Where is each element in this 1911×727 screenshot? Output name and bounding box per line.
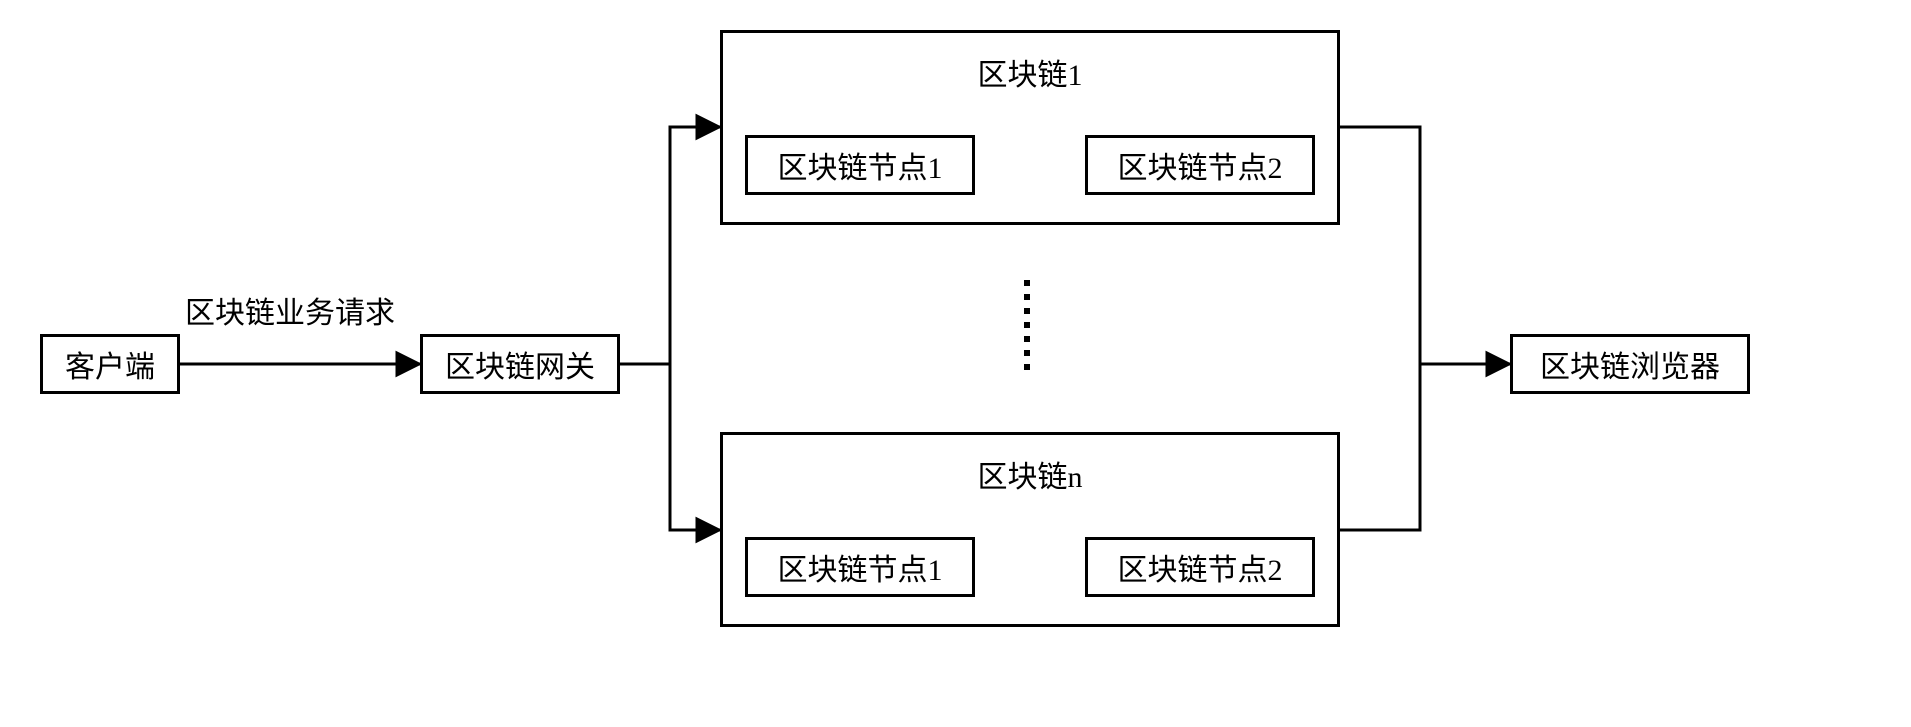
chain-n-node2-label: 区块链节点2 xyxy=(1118,545,1283,589)
request-edge-label: 区块链业务请求 xyxy=(185,288,395,332)
chain-n-node1-label: 区块链节点1 xyxy=(778,545,943,589)
gateway-label: 区块链网关 xyxy=(445,342,595,386)
chain1-node2-label: 区块链节点2 xyxy=(1118,143,1283,187)
client-label: 客户端 xyxy=(65,342,155,386)
ellipsis-icon xyxy=(1024,280,1030,370)
chain1-node2-box: 区块链节点2 xyxy=(1085,135,1315,195)
chain1-node1-box: 区块链节点1 xyxy=(745,135,975,195)
chain-n-title: 区块链n xyxy=(940,452,1120,496)
browser-box: 区块链浏览器 xyxy=(1510,334,1750,394)
chain1-node1-label: 区块链节点1 xyxy=(778,143,943,187)
browser-label: 区块链浏览器 xyxy=(1540,342,1720,386)
chain-n-node2-box: 区块链节点2 xyxy=(1085,537,1315,597)
client-box: 客户端 xyxy=(40,334,180,394)
gateway-box: 区块链网关 xyxy=(420,334,620,394)
chain-n-node1-box: 区块链节点1 xyxy=(745,537,975,597)
chain1-title: 区块链1 xyxy=(940,50,1120,94)
diagram-canvas: 客户端 区块链业务请求 区块链网关 区块链1 区块链节点1 区块链节点2 区块链… xyxy=(0,0,1911,727)
